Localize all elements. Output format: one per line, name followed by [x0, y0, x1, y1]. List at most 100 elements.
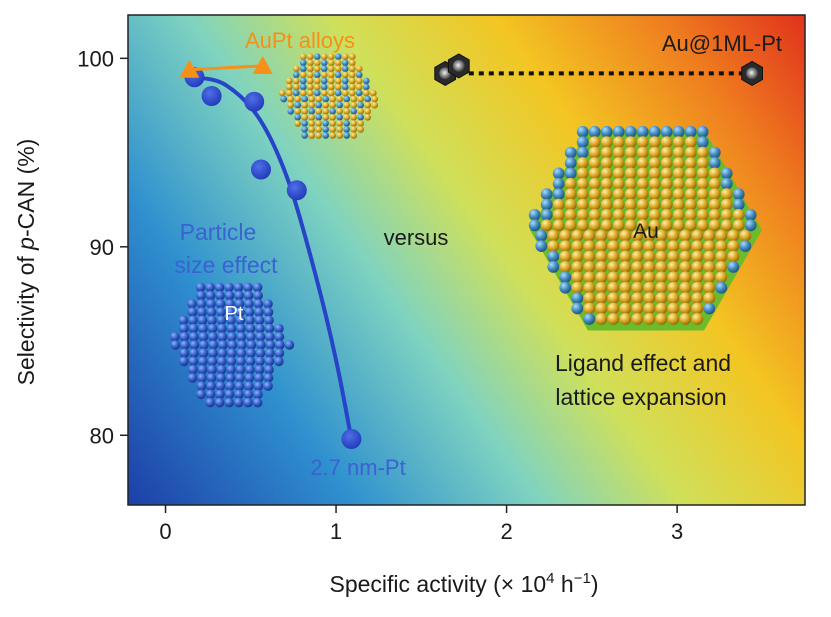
au-atom — [703, 240, 716, 253]
pt-atom — [196, 381, 207, 391]
au-atom — [655, 292, 668, 304]
x-tick-label-3: 3 — [671, 519, 683, 544]
au-atom — [643, 240, 656, 253]
pt-atom — [234, 299, 245, 309]
pt-atom — [215, 381, 226, 391]
au-atom — [703, 281, 716, 294]
au-atom — [655, 229, 668, 242]
pt-atom — [225, 299, 235, 309]
au-atom — [684, 188, 697, 201]
annotation-versus: versus — [384, 225, 449, 250]
aupt-atom — [335, 89, 342, 97]
pt-atom — [244, 299, 254, 309]
au-atom — [612, 198, 625, 211]
au-atom — [612, 136, 625, 149]
pt-nanoparticle — [170, 282, 295, 408]
pt-atom — [178, 315, 189, 326]
aupt-atom — [329, 126, 337, 133]
pt-atom — [225, 373, 236, 383]
au-atom — [552, 209, 565, 221]
au-atom — [559, 229, 572, 242]
aupt-atom — [336, 126, 344, 133]
pt-atom — [217, 323, 227, 334]
pt-atom — [245, 323, 256, 334]
pt-atom — [255, 332, 266, 342]
aupt-atom — [294, 114, 302, 121]
au-atom — [691, 261, 704, 273]
au-atom — [679, 250, 692, 263]
pt-atom — [197, 315, 208, 326]
au-atom — [595, 250, 608, 263]
au-atom — [571, 281, 584, 294]
shell-atom — [624, 125, 637, 138]
aupt-atom — [300, 71, 307, 79]
aupt-atom — [300, 53, 307, 60]
au-atom — [648, 198, 661, 211]
aupt-atom — [350, 126, 358, 133]
shell-atom — [564, 146, 577, 159]
au-atom — [679, 281, 692, 294]
shell-atom — [540, 188, 553, 201]
pt-atom — [207, 364, 217, 375]
pt-atom — [214, 282, 225, 293]
aupt-atom — [301, 114, 309, 121]
annotation-pt: Pt — [225, 303, 244, 325]
aupt-atom — [315, 101, 323, 109]
au-atom — [648, 209, 661, 221]
au-atom — [696, 146, 709, 159]
au-atom — [672, 177, 685, 190]
pt-atom — [207, 323, 218, 334]
au-atom — [595, 240, 608, 253]
au-atom — [600, 177, 613, 190]
au-atom — [720, 219, 733, 232]
shell-atom — [547, 261, 560, 273]
pt-atom — [227, 332, 237, 342]
pt-atom — [263, 299, 273, 309]
au-atom — [607, 250, 620, 263]
aupt-atom — [350, 120, 358, 127]
aupt-atom — [364, 108, 372, 115]
annotation-lattice-expansion: lattice expansion — [555, 384, 726, 410]
au-atom — [588, 188, 601, 201]
aupt-atom — [307, 53, 314, 60]
au-atom — [648, 157, 661, 169]
aupt-atom — [300, 59, 307, 67]
pt-atom — [199, 340, 209, 350]
au-atom — [588, 219, 601, 232]
au1ml-data-point-core-3 — [746, 67, 759, 80]
pt-atom — [215, 290, 225, 301]
pt-atom — [263, 381, 273, 391]
aupt-atom — [322, 108, 330, 115]
aupt-atom — [314, 65, 321, 73]
pt-atom — [255, 356, 265, 367]
aupt-atom — [343, 114, 351, 121]
au-atom — [583, 229, 596, 242]
aupt-atom — [322, 120, 330, 127]
aupt-data-point-1 — [179, 59, 200, 78]
aupt-atom — [350, 101, 358, 109]
aupt-atom — [321, 53, 328, 60]
au-atom — [571, 261, 584, 273]
au-atom — [739, 229, 752, 242]
au-atom — [631, 229, 644, 242]
pt-atom — [206, 381, 216, 391]
au-atom — [576, 219, 589, 232]
au-atom — [660, 219, 673, 232]
au-atom — [691, 271, 704, 284]
aupt-atom — [328, 71, 335, 79]
aupt-atom — [286, 77, 293, 85]
au-atom — [547, 229, 560, 242]
au-atom — [684, 219, 697, 232]
au-atom — [619, 313, 632, 325]
au-atom — [720, 188, 733, 201]
aupt-atom — [321, 65, 328, 73]
au-atom — [696, 209, 709, 221]
au-atom — [576, 157, 589, 169]
aupt-atom — [294, 108, 302, 115]
au-atom — [636, 157, 649, 169]
au-atom — [643, 313, 656, 325]
au-atom — [679, 271, 692, 284]
au-atom — [619, 271, 632, 284]
au-atom — [648, 146, 661, 159]
au-atom — [703, 229, 716, 242]
